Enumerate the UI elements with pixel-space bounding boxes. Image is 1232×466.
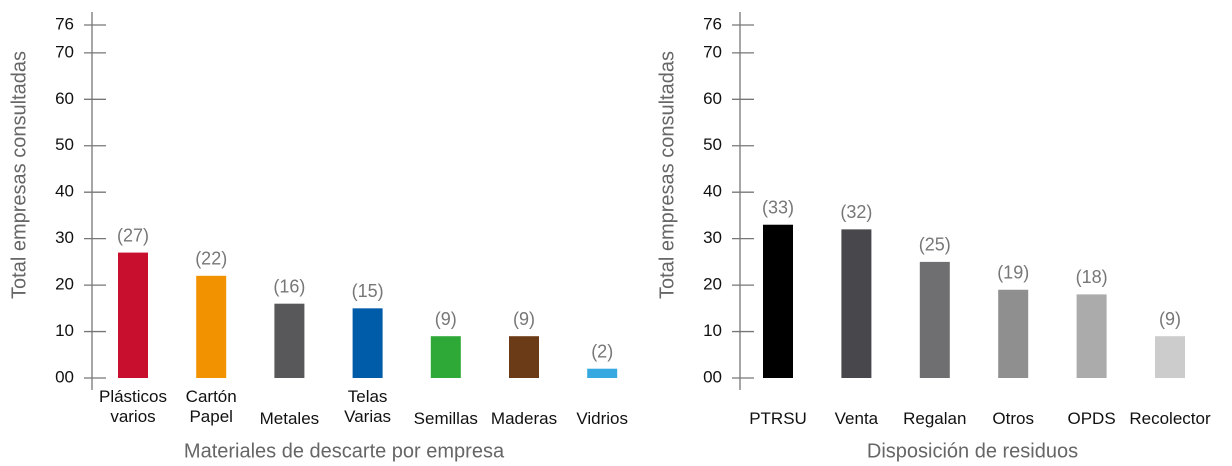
value-label: (19) bbox=[997, 263, 1029, 283]
bar bbox=[919, 261, 950, 378]
bar bbox=[1076, 294, 1107, 378]
y-tick-label: 00 bbox=[703, 367, 722, 386]
bar bbox=[509, 336, 539, 378]
bar bbox=[763, 224, 793, 378]
bar bbox=[430, 336, 461, 378]
value-label: (15) bbox=[352, 281, 384, 301]
value-label: (25) bbox=[919, 235, 951, 255]
y-tick-label: 10 bbox=[55, 321, 74, 340]
x-tick-label: Vidrios bbox=[576, 409, 628, 428]
y-tick-label: 00 bbox=[55, 367, 74, 386]
x-tick-label: Regalan bbox=[903, 409, 966, 428]
x-tick-label: Maderas bbox=[491, 409, 557, 428]
y-tick-label: 10 bbox=[703, 321, 722, 340]
y-tick-label: 50 bbox=[55, 135, 74, 154]
x-tick-label: Cartón Papel bbox=[186, 387, 237, 426]
y-tick-label: 76 bbox=[55, 14, 74, 33]
bar bbox=[587, 368, 618, 378]
bar bbox=[841, 229, 872, 378]
y-tick-label: 70 bbox=[55, 42, 74, 61]
x-tick-label: Telas Varias bbox=[344, 387, 391, 426]
y-tick-label: 76 bbox=[703, 14, 722, 33]
y-tick-label: 60 bbox=[703, 89, 722, 108]
y-tick-label: 70 bbox=[703, 42, 722, 61]
value-label: (33) bbox=[762, 197, 794, 217]
value-label: (9) bbox=[1159, 309, 1181, 329]
y-tick-label: 60 bbox=[55, 89, 74, 108]
bar bbox=[196, 275, 227, 378]
y-tick-label: 30 bbox=[55, 228, 74, 247]
bar bbox=[274, 303, 305, 378]
x-tick-label: Otros bbox=[992, 409, 1034, 428]
bar bbox=[998, 289, 1029, 378]
value-label: (16) bbox=[273, 276, 305, 296]
value-label: (32) bbox=[840, 202, 872, 222]
y-tick-label: 40 bbox=[703, 182, 722, 201]
x-tick-label: Semillas bbox=[414, 409, 478, 428]
value-label: (9) bbox=[435, 309, 457, 329]
x-tick-label: Venta bbox=[835, 409, 879, 428]
y-tick-label: 20 bbox=[703, 275, 722, 294]
bar bbox=[352, 308, 383, 378]
y-tick-label: 20 bbox=[55, 275, 74, 294]
x-tick-label: PTRSU bbox=[749, 409, 807, 428]
y-axis-title: Total empresas consultadas bbox=[8, 51, 30, 299]
x-axis-title: Disposición de residuos bbox=[867, 440, 1078, 462]
x-tick-label: Metales bbox=[260, 409, 320, 428]
value-label: (18) bbox=[1076, 267, 1108, 287]
x-tick-label: Recolector bbox=[1129, 409, 1211, 428]
value-label: (2) bbox=[591, 341, 613, 361]
y-axis-title: Total empresas consultadas bbox=[656, 51, 678, 299]
x-tick-label: Plásticos varios bbox=[99, 387, 167, 426]
value-label: (9) bbox=[513, 309, 535, 329]
value-label: (22) bbox=[195, 249, 227, 269]
bar bbox=[1155, 336, 1185, 378]
bar bbox=[118, 252, 148, 378]
x-tick-label: OPDS bbox=[1068, 409, 1116, 428]
x-axis-title: Materiales de descarte por empresa bbox=[184, 440, 505, 462]
y-tick-label: 30 bbox=[703, 228, 722, 247]
value-label: (27) bbox=[117, 225, 149, 245]
y-tick-label: 50 bbox=[703, 135, 722, 154]
y-tick-label: 40 bbox=[55, 182, 74, 201]
